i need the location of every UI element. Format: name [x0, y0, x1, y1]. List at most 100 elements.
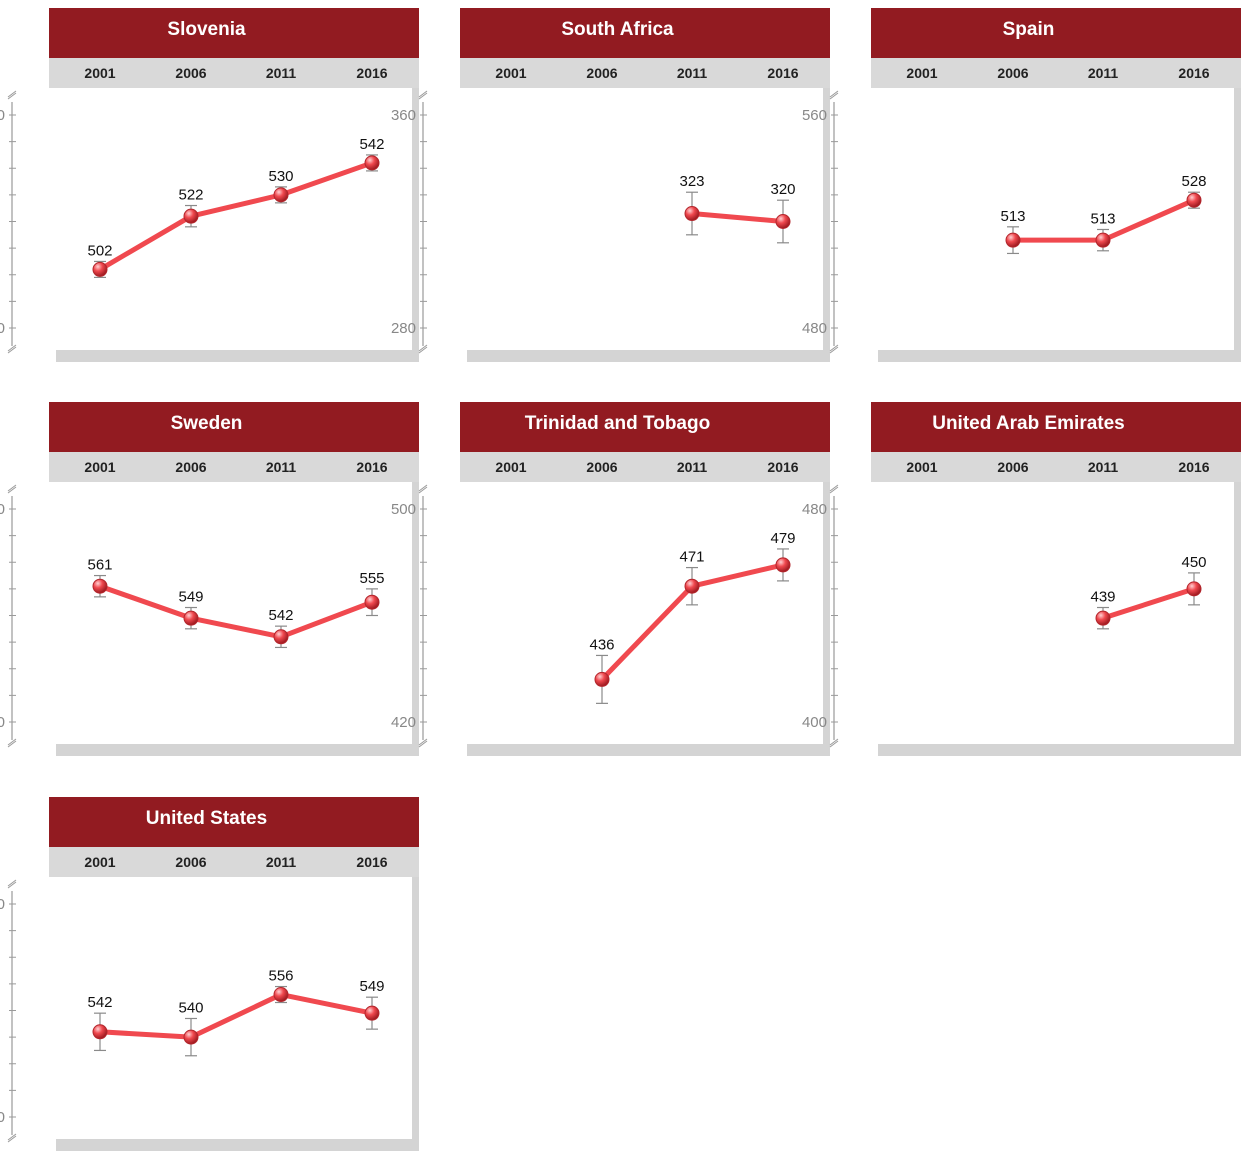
data-point — [684, 206, 700, 222]
chart-title-text: Spain — [1002, 19, 1055, 40]
chart-title-text: Trinidad and Tobago — [524, 413, 711, 434]
chart-title-text: United States — [145, 808, 268, 829]
plot-area: 480 560 502 522 530 542 — [0, 88, 412, 354]
x-axis-category-band: 2001 2006 2011 2016 — [49, 58, 419, 88]
chart-title-bar: South Africa — [460, 8, 830, 58]
data-label: 522 — [178, 187, 203, 204]
data-label: 513 — [1000, 208, 1025, 225]
data-point — [1186, 192, 1202, 208]
data-label: 542 — [359, 136, 384, 153]
x-axis-category-band: 2001 2006 2011 2016 — [49, 847, 419, 877]
plot-area: 420 500 436 471 479 — [391, 482, 823, 748]
axis-break-mark — [829, 90, 839, 98]
x-axis-category-band: 2001 2006 2011 2016 — [49, 452, 419, 482]
x-tick-label: 2016 — [1178, 65, 1210, 81]
x-tick-label: 2006 — [586, 65, 618, 81]
chart-title-bar: Trinidad and Tobago — [460, 402, 830, 452]
data-label: 471 — [679, 549, 704, 566]
x-tick-label: 2001 — [84, 65, 116, 81]
data-point — [1095, 610, 1111, 626]
x-tick-label: 2011 — [1087, 65, 1119, 81]
axis-break-mark — [7, 881, 17, 889]
line-chart-svg: 480 560 502 522 530 542 — [0, 90, 385, 354]
y-tick-label: 420 — [391, 714, 416, 731]
x-tick-label: 2006 — [175, 459, 207, 475]
axis-break-mark — [7, 486, 17, 494]
chart-panel: South Africa 2001 2006 2011 2016 280 360 323 320 — [391, 8, 830, 362]
data-point — [183, 610, 199, 626]
plot-area: 280 360 323 320 — [391, 88, 823, 354]
data-label: 323 — [679, 173, 704, 190]
x-tick-label: 2011 — [265, 459, 297, 475]
data-label: 528 — [1181, 173, 1206, 190]
series-line — [97, 583, 375, 640]
chart-title-bar: United Arab Emirates — [871, 402, 1241, 452]
y-tick-label: 560 — [802, 107, 827, 124]
data-label: 436 — [589, 636, 614, 653]
plot-area: 400 480 439 450 — [802, 482, 1234, 748]
data-label: 530 — [268, 168, 293, 185]
x-tick-label: 2006 — [586, 459, 618, 475]
x-tick-label: 2011 — [265, 854, 297, 870]
x-axis-category-band: 2001 2006 2011 2016 — [460, 58, 830, 88]
axis-break-mark — [418, 90, 428, 98]
x-tick-label: 2016 — [356, 65, 388, 81]
plot-area: 480 560 513 513 528 — [802, 88, 1234, 354]
x-tick-label: 2001 — [906, 459, 938, 475]
line-chart-svg: 510 590 561 549 542 555 — [0, 484, 385, 748]
x-tick-label: 2011 — [265, 65, 297, 81]
data-point — [594, 671, 610, 687]
axis-break-mark — [7, 740, 17, 748]
data-label: 439 — [1090, 589, 1115, 606]
x-axis-category-band: 2001 2006 2011 2016 — [460, 452, 830, 482]
y-tick-label: 400 — [802, 714, 827, 731]
data-point — [273, 187, 289, 203]
series-line — [97, 992, 375, 1040]
x-tick-label: 2006 — [997, 65, 1029, 81]
line-chart-svg: 280 360 323 320 — [391, 90, 796, 354]
x-tick-label: 2016 — [356, 854, 388, 870]
data-label: 540 — [178, 999, 203, 1016]
axis-break-mark — [418, 740, 428, 748]
x-tick-label: 2006 — [997, 459, 1029, 475]
chart-panel: Spain 2001 2006 2011 2016 480 560 513 513 528 — [802, 8, 1241, 362]
axis-break-mark — [829, 740, 839, 748]
axis-break-mark — [829, 486, 839, 494]
chart-panel: Sweden 2001 2006 2011 2016 510 590 561 549 542 555 — [0, 402, 419, 756]
chart-title-bar: Spain — [871, 8, 1241, 58]
data-point — [775, 214, 791, 229]
x-tick-label: 2016 — [1178, 459, 1210, 475]
chart-title-text: United Arab Emirates — [932, 413, 1125, 434]
axis-break-mark — [829, 738, 839, 746]
axis-break-mark — [829, 346, 839, 354]
chart-title-text: Sweden — [170, 413, 243, 434]
y-tick-label: 360 — [391, 107, 416, 124]
y-tick-label: 590 — [0, 501, 5, 518]
y-tick-label: 480 — [0, 320, 5, 337]
data-point — [273, 629, 289, 645]
axis-break-mark — [7, 346, 17, 354]
y-tick-label: 510 — [0, 1109, 5, 1126]
y-tick-label: 480 — [802, 320, 827, 337]
data-label: 555 — [359, 570, 384, 587]
data-label: 561 — [87, 557, 112, 574]
x-tick-label: 2001 — [906, 65, 938, 81]
data-label: 556 — [268, 968, 293, 985]
data-label: 549 — [359, 978, 384, 995]
axis-break-mark — [7, 344, 17, 352]
axis-break-mark — [829, 92, 839, 100]
x-axis-category-band: 2001 2006 2011 2016 — [871, 58, 1241, 88]
plot-area: 510 590 542 540 556 549 — [0, 877, 412, 1143]
plot-area: 510 590 561 549 542 555 — [0, 482, 412, 748]
data-point — [92, 1024, 108, 1040]
line-chart-svg: 480 560 513 513 528 — [802, 90, 1207, 354]
data-label: 502 — [87, 242, 112, 259]
series-line — [689, 211, 786, 224]
data-label: 513 — [1090, 210, 1115, 227]
axis-break-mark — [418, 92, 428, 100]
data-label: 450 — [1181, 554, 1206, 571]
data-label: 320 — [770, 181, 795, 198]
axis-break-mark — [418, 344, 428, 352]
x-axis-category-band: 2001 2006 2011 2016 — [871, 452, 1241, 482]
x-tick-label: 2006 — [175, 65, 207, 81]
